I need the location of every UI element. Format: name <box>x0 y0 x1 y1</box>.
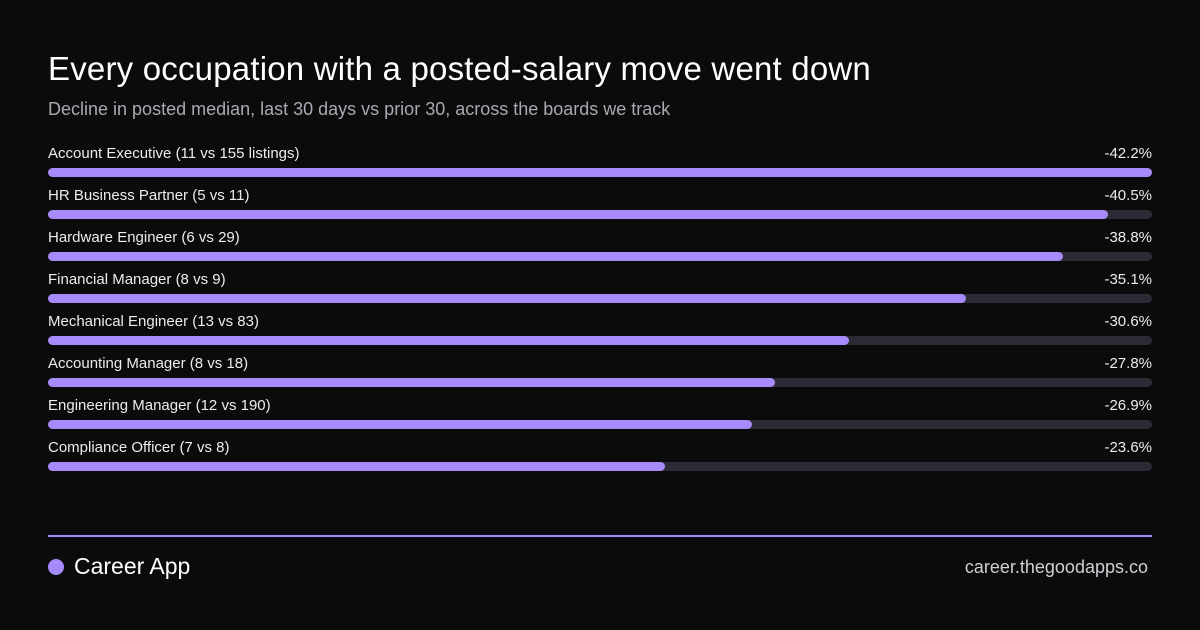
bar-track <box>48 336 1152 345</box>
bar-row: Accounting Manager (8 vs 18) -27.8% <box>48 350 1152 392</box>
brand-name: Career App <box>74 553 191 579</box>
site-url: career.thegoodapps.co <box>964 557 1148 577</box>
bar <box>48 378 776 387</box>
bar-track <box>48 378 1152 387</box>
bar-label: Compliance Officer (7 vs 8) <box>48 439 230 456</box>
bar <box>48 210 1108 219</box>
bar <box>48 336 849 345</box>
bar-row: Engineering Manager (12 vs 190) -26.9% <box>48 392 1152 434</box>
bar-track <box>48 294 1152 303</box>
bar-chart: Account Executive (11 vs 155 listings) -4… <box>48 140 1152 476</box>
bar-value-label: -35.1% <box>1104 271 1152 288</box>
bar-track <box>48 420 1152 429</box>
bar-value-label: -23.6% <box>1104 439 1152 456</box>
brand-dot-icon <box>48 558 64 575</box>
bar <box>48 168 1152 177</box>
bar-value-label: -30.6% <box>1104 313 1152 330</box>
bar-row: Hardware Engineer (6 vs 29) -38.8% <box>48 224 1152 266</box>
chart-title: Every occupation with a posted-salary mo… <box>48 50 871 87</box>
bar-track <box>48 168 1152 177</box>
bar-value-label: -40.5% <box>1104 187 1152 204</box>
bar-value-label: -38.8% <box>1104 229 1152 246</box>
bar <box>48 420 752 429</box>
chart-subtitle: Decline in posted median, last 30 days v… <box>48 99 671 119</box>
bar-label: Financial Manager (8 vs 9) <box>48 271 226 288</box>
bar-row: Account Executive (11 vs 155 listings) -4… <box>48 140 1152 182</box>
bar-row: Mechanical Engineer (13 vs 83) -30.6% <box>48 308 1152 350</box>
footer-divider <box>48 535 1152 537</box>
bar-value-label: -42.2% <box>1104 145 1152 162</box>
bar-label: HR Business Partner (5 vs 11) <box>48 187 250 204</box>
bar-track <box>48 210 1152 219</box>
bar-value-label: -27.8% <box>1104 355 1152 372</box>
bar-value-label: -26.9% <box>1104 397 1152 414</box>
bar-label: Engineering Manager (12 vs 190) <box>48 397 271 414</box>
bar-label: Account Executive (11 vs 155 listings) <box>48 145 300 162</box>
bar <box>48 252 1064 261</box>
bar-track <box>48 462 1152 471</box>
bar-label: Mechanical Engineer (13 vs 83) <box>48 313 259 330</box>
bar-row: HR Business Partner (5 vs 11) -40.5% <box>48 182 1152 224</box>
brand: Career App <box>48 553 190 580</box>
bar <box>48 462 666 471</box>
bar-row: Compliance Officer (7 vs 8) -23.6% <box>48 434 1152 476</box>
bar-label: Accounting Manager (8 vs 18) <box>48 355 249 372</box>
bar <box>48 294 967 303</box>
bar-track <box>48 252 1152 261</box>
bar-row: Financial Manager (8 vs 9) -35.1% <box>48 266 1152 308</box>
bar-label: Hardware Engineer (6 vs 29) <box>48 229 240 246</box>
